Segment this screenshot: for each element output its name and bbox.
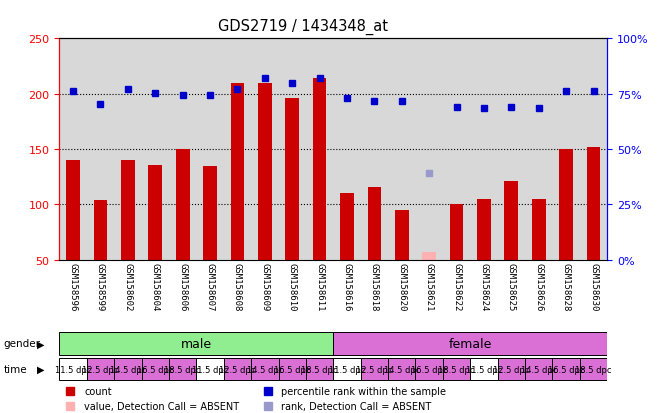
Text: 12.5 dpc: 12.5 dpc (356, 365, 393, 374)
Bar (230, 83, 244, 316)
Text: GDS2719 / 1434348_at: GDS2719 / 1434348_at (218, 19, 388, 35)
Bar (121, 161, 135, 316)
Text: rank, Detection Call = ABSENT: rank, Detection Call = ABSENT (281, 401, 432, 411)
Text: GSM158599: GSM158599 (96, 262, 105, 311)
Text: GSM158611: GSM158611 (315, 262, 324, 311)
Text: GSM158624: GSM158624 (479, 262, 488, 311)
Bar (449, 205, 463, 316)
Text: ▶: ▶ (37, 364, 44, 374)
Bar (498, 358, 525, 380)
Text: GSM158608: GSM158608 (233, 262, 242, 311)
Text: GSM158628: GSM158628 (562, 262, 571, 311)
Text: 12.5 dpc: 12.5 dpc (82, 365, 119, 374)
Text: percentile rank within the sample: percentile rank within the sample (281, 386, 446, 396)
Text: GSM158625: GSM158625 (507, 262, 516, 311)
Bar (552, 358, 579, 380)
Text: ▶: ▶ (37, 339, 44, 349)
Bar (504, 182, 518, 316)
Text: 14.5 dpc: 14.5 dpc (247, 365, 283, 374)
Text: 18.5 dpc: 18.5 dpc (576, 365, 612, 374)
Bar (395, 211, 409, 316)
Text: gender: gender (3, 339, 40, 349)
Text: GSM158610: GSM158610 (288, 262, 297, 311)
Bar (422, 252, 436, 316)
Text: count: count (84, 386, 112, 396)
Text: GSM158616: GSM158616 (343, 262, 352, 311)
Bar (306, 358, 333, 380)
Text: 11.5 dpc: 11.5 dpc (329, 365, 365, 374)
Text: 11.5 dpc: 11.5 dpc (192, 365, 228, 374)
Text: GSM158621: GSM158621 (424, 262, 434, 311)
Bar (477, 199, 491, 316)
Text: GSM158604: GSM158604 (150, 262, 160, 311)
Text: GSM158607: GSM158607 (205, 262, 214, 311)
Bar (333, 332, 607, 355)
Bar (361, 358, 388, 380)
Bar (388, 358, 416, 380)
Text: male: male (181, 337, 212, 350)
Text: GSM158622: GSM158622 (452, 262, 461, 311)
Bar (59, 358, 86, 380)
Text: GSM158602: GSM158602 (123, 262, 133, 311)
Text: GSM158606: GSM158606 (178, 262, 187, 311)
Bar (176, 150, 189, 316)
Bar (559, 150, 573, 316)
Text: 14.5 dpc: 14.5 dpc (383, 365, 420, 374)
Text: 11.5 dpc: 11.5 dpc (466, 365, 502, 374)
Text: 16.5 dpc: 16.5 dpc (274, 365, 310, 374)
Bar (59, 332, 333, 355)
Text: GSM158618: GSM158618 (370, 262, 379, 311)
Bar (224, 358, 251, 380)
Text: 16.5 dpc: 16.5 dpc (548, 365, 584, 374)
Bar (587, 147, 601, 316)
Text: time: time (3, 364, 27, 374)
Bar (580, 358, 607, 380)
Bar (368, 187, 381, 316)
Bar (203, 166, 217, 316)
Bar (279, 358, 306, 380)
Bar (443, 358, 470, 380)
Bar (169, 358, 197, 380)
Text: GSM158596: GSM158596 (69, 262, 78, 311)
Bar (333, 358, 360, 380)
Bar (340, 194, 354, 316)
Text: value, Detection Call = ABSENT: value, Detection Call = ABSENT (84, 401, 239, 411)
Text: GSM158630: GSM158630 (589, 262, 598, 311)
Bar (114, 358, 141, 380)
Bar (470, 358, 498, 380)
Text: 12.5 dpc: 12.5 dpc (219, 365, 255, 374)
Bar (141, 358, 169, 380)
Bar (251, 358, 279, 380)
Bar (66, 161, 80, 316)
Bar (197, 358, 224, 380)
Bar (416, 358, 443, 380)
Text: 14.5 dpc: 14.5 dpc (110, 365, 146, 374)
Bar (532, 199, 546, 316)
Bar (94, 201, 108, 316)
Text: 16.5 dpc: 16.5 dpc (137, 365, 174, 374)
Bar (313, 79, 327, 316)
Text: 18.5 dpc: 18.5 dpc (164, 365, 201, 374)
Text: 18.5 dpc: 18.5 dpc (302, 365, 338, 374)
Text: GSM158609: GSM158609 (260, 262, 269, 311)
Bar (525, 358, 552, 380)
Bar (86, 358, 114, 380)
Text: 18.5 dpc: 18.5 dpc (438, 365, 475, 374)
Bar (148, 165, 162, 316)
Bar (258, 83, 272, 316)
Text: 12.5 dpc: 12.5 dpc (493, 365, 529, 374)
Bar (285, 99, 299, 316)
Text: 16.5 dpc: 16.5 dpc (411, 365, 447, 374)
Text: GSM158620: GSM158620 (397, 262, 407, 311)
Text: female: female (449, 337, 492, 350)
Text: GSM158626: GSM158626 (534, 262, 543, 311)
Text: 14.5 dpc: 14.5 dpc (521, 365, 557, 374)
Text: 11.5 dpc: 11.5 dpc (55, 365, 91, 374)
